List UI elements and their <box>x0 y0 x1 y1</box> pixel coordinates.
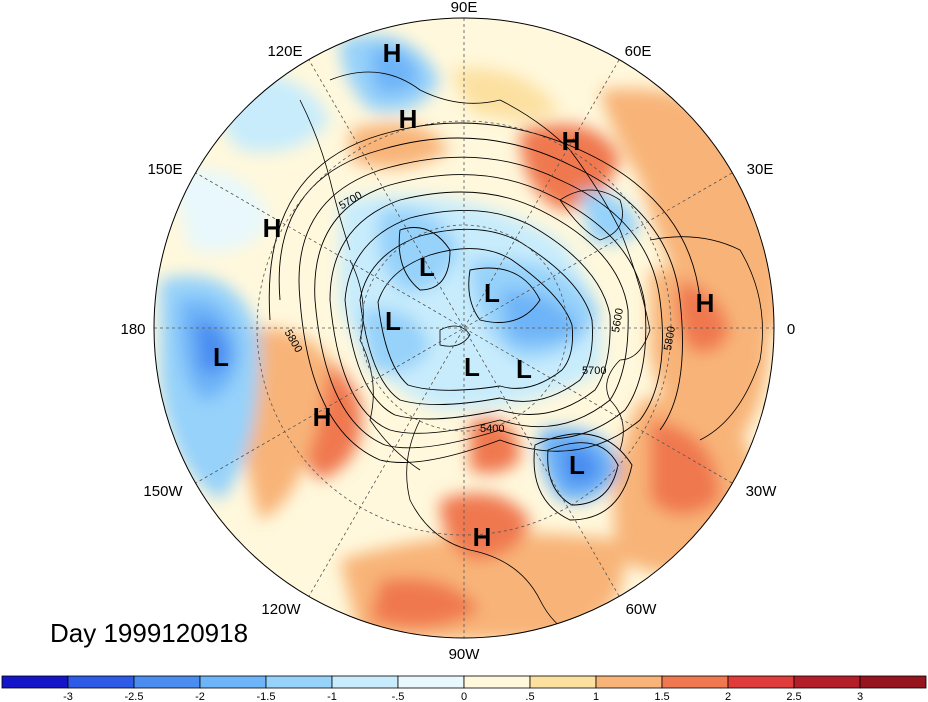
colorbar-swatch <box>133 675 201 689</box>
colorbar-tick-label: 3 <box>857 691 863 702</box>
high-center: H <box>263 213 282 243</box>
high-center: H <box>473 522 492 552</box>
colorbar-swatch <box>463 675 531 689</box>
day-title: Day 1999120918 <box>50 618 249 648</box>
colorbar-tick-label: -3 <box>63 691 73 702</box>
lon-label-150w: 150W <box>143 483 183 500</box>
colorbar-tick-label: -2.5 <box>125 691 144 702</box>
colorbar-tick-label: -1 <box>327 691 337 702</box>
contour-label: 5700 <box>582 365 606 377</box>
lon-label-150e: 150E <box>147 161 182 178</box>
lon-label-60w: 60W <box>626 601 658 618</box>
colorbar-swatch <box>199 675 267 689</box>
low-center: L <box>516 354 532 384</box>
contour-label: 5800 <box>662 325 678 351</box>
lon-label-120e: 120E <box>267 43 302 60</box>
colorbar-swatch <box>1 675 69 689</box>
lon-label-90w: 90W <box>449 646 481 663</box>
high-center: H <box>313 402 332 432</box>
colorbar-swatch <box>529 675 597 689</box>
colorbar-tick-label: -.5 <box>392 691 405 702</box>
contour-label: 5400 <box>480 423 504 435</box>
lon-label-30e: 30E <box>747 161 774 178</box>
colorbar-swatch <box>793 675 861 689</box>
lon-label-120w: 120W <box>261 601 301 618</box>
colorbar-swatch <box>331 675 399 689</box>
colorbar-swatch <box>67 675 135 689</box>
colorbar-swatch <box>397 675 465 689</box>
low-center: L <box>569 450 585 480</box>
colorbar-swatch <box>595 675 663 689</box>
high-center: H <box>562 126 581 156</box>
low-center: L <box>464 352 480 382</box>
colorbar-swatch <box>727 675 795 689</box>
colorbar-swatch <box>265 675 333 689</box>
high-center: H <box>696 288 715 318</box>
low-center: L <box>385 306 401 336</box>
longitude-labels: 90E 60E 30E 0 30W 60W 90W 120W 150W 180 … <box>120 0 795 663</box>
colorbar-tick-label: 2.5 <box>786 691 801 702</box>
map-boundary <box>153 17 775 639</box>
low-center: L <box>484 278 500 308</box>
high-center: H <box>399 104 418 134</box>
low-center: L <box>419 252 435 282</box>
colorbar-tick-label: -1.5 <box>257 691 276 702</box>
polar-map: 90E 60E 30E 0 30W 60W 90W 120W 150W 180 … <box>120 0 795 663</box>
graticule <box>154 18 774 638</box>
colorbar-swatch <box>661 675 729 689</box>
colorbar-labels: -3 -2.5 -2 -1.5 -1 -.5 0 .5 1 1.5 2 2.5 3 <box>63 691 863 702</box>
lon-label-60e: 60E <box>625 43 652 60</box>
colorbar-tick-label: 1.5 <box>654 691 669 702</box>
height-contours <box>268 122 701 521</box>
lon-label-0: 0 <box>787 321 795 338</box>
colorbar-tick-label: .5 <box>525 691 534 702</box>
colorbar-tick-label: 0 <box>461 691 467 702</box>
anomaly-field <box>154 18 774 638</box>
high-center: H <box>383 38 402 68</box>
colorbar-swatch <box>859 675 927 689</box>
lon-label-30w: 30W <box>746 483 778 500</box>
colorbar: -3 -2.5 -2 -1.5 -1 -.5 0 .5 1 1.5 2 2.5 3 <box>1 675 927 702</box>
colorbar-swatches <box>1 675 927 689</box>
lon-label-90e: 90E <box>451 0 478 16</box>
low-center: L <box>213 342 229 372</box>
contour-label: 5600 <box>610 307 626 333</box>
pressure-centers: H H H H H H H L L L L L L L <box>213 38 714 552</box>
colorbar-tick-label: 2 <box>725 691 731 702</box>
lon-label-180: 180 <box>120 321 145 338</box>
colorbar-tick-label: 1 <box>593 691 599 702</box>
colorbar-tick-label: -2 <box>195 691 205 702</box>
